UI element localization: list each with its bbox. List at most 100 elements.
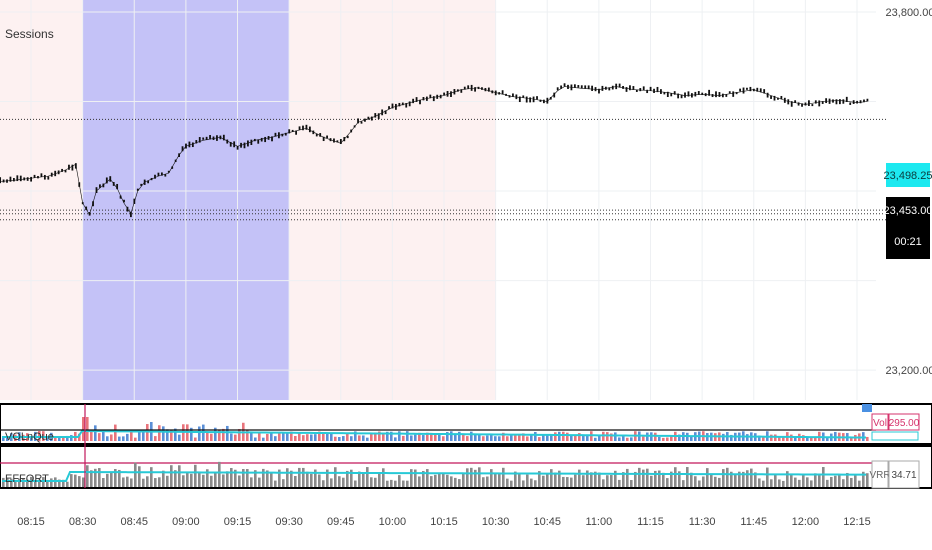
price-candle — [629, 85, 631, 91]
price-candle — [95, 187, 98, 194]
effort-bar — [662, 472, 665, 487]
x-axis: 08:15 08:30 08:45 09:00 09:15 09:30 09:45 10:00… — [17, 516, 871, 528]
effort-bar — [546, 474, 549, 487]
volume-bar — [262, 437, 265, 441]
svg-text:23,453.00: 23,453.00 — [884, 205, 932, 217]
effort-bar — [690, 472, 693, 487]
effort-bar — [334, 467, 337, 487]
price-candle — [721, 93, 724, 98]
chart-title: Sessions — [5, 27, 54, 41]
session-shading — [0, 0, 496, 400]
volume-bar — [494, 436, 497, 441]
effort-bar — [566, 477, 569, 487]
price-candle — [284, 132, 287, 136]
price-candle — [711, 94, 714, 98]
price-candle — [391, 103, 394, 109]
volume-bar — [522, 433, 525, 441]
effort-bar — [182, 475, 185, 487]
effort-bar — [38, 479, 41, 487]
effort-bar — [362, 472, 365, 487]
price-candle — [780, 95, 783, 100]
volume-bar — [646, 432, 649, 441]
effort-bar — [234, 469, 237, 487]
volume-bar — [78, 433, 81, 441]
effort-bar — [830, 476, 833, 487]
volume-bar — [142, 432, 145, 441]
x-tick-label: 09:30 — [275, 516, 303, 528]
volume-bar — [382, 432, 385, 441]
price-candle — [601, 85, 604, 91]
effort-bar — [26, 479, 29, 487]
price-candle — [295, 130, 298, 135]
x-tick-label: 08:15 — [17, 516, 45, 528]
effort-bar — [778, 479, 781, 487]
price-candle — [322, 136, 325, 142]
effort-bar — [558, 470, 561, 487]
volume-bar — [534, 431, 537, 441]
x-tick-label: 09:15 — [224, 516, 252, 528]
price-candle — [460, 89, 463, 93]
volume-bar — [258, 432, 261, 441]
effort-bar — [18, 478, 21, 487]
effort-bar — [70, 474, 73, 487]
price-candle — [357, 118, 359, 124]
volume-bar — [346, 433, 349, 441]
effort-bar — [22, 478, 25, 487]
effort-bar — [298, 467, 301, 487]
effort-bar — [58, 479, 61, 487]
effort-bar — [742, 471, 745, 487]
price-candle — [288, 129, 291, 134]
price-candle — [749, 86, 752, 92]
price-candle — [222, 134, 225, 141]
price-candle — [742, 87, 745, 94]
price-candle — [264, 136, 267, 143]
volume-bar — [582, 435, 585, 441]
price-candle — [105, 177, 108, 184]
price-candle — [0, 177, 2, 184]
volume-bar — [354, 431, 357, 441]
price-candle — [229, 141, 232, 147]
price-candle — [236, 145, 239, 150]
price-candle — [770, 95, 772, 99]
effort-bar — [734, 474, 737, 487]
price-candle — [99, 184, 101, 188]
price-candle — [401, 102, 404, 106]
effort-bar — [350, 469, 353, 487]
effort-bar — [242, 468, 245, 487]
effort-bar — [666, 478, 669, 487]
svg-text:Vol: Vol — [873, 418, 887, 429]
effort-bar — [590, 472, 593, 487]
effort-bar — [454, 477, 457, 487]
price-candle — [205, 136, 208, 141]
volume-bar — [298, 433, 301, 441]
price-candle — [639, 88, 642, 92]
effort-bar — [570, 477, 573, 487]
x-tick-label: 09:00 — [172, 516, 200, 528]
price-candle — [68, 164, 70, 170]
volume-bar — [506, 436, 509, 441]
price-candle — [845, 96, 848, 103]
effort-bar — [138, 466, 141, 487]
price-candle — [556, 87, 559, 91]
effort-bar — [726, 467, 729, 487]
price-candle — [618, 83, 621, 88]
svg-text:34.71: 34.71 — [891, 470, 916, 481]
volume-bar — [658, 437, 661, 441]
effort-bar — [866, 473, 869, 487]
volume-bar — [502, 432, 505, 441]
effort-bar — [538, 471, 541, 487]
price-candle — [305, 124, 308, 130]
effort-bar — [774, 474, 777, 487]
volume-bar — [270, 432, 273, 441]
volume-bar — [66, 435, 69, 441]
price-candle — [573, 84, 576, 88]
effort-bar — [526, 474, 529, 487]
volume-bar — [670, 435, 673, 441]
price-candle — [126, 206, 129, 212]
x-tick-label: 11:45 — [740, 516, 767, 528]
price-line — [0, 86, 868, 216]
price-candle — [838, 99, 841, 105]
price-candle — [398, 102, 401, 107]
effort-bar — [738, 471, 741, 487]
effort-bar — [754, 472, 757, 487]
